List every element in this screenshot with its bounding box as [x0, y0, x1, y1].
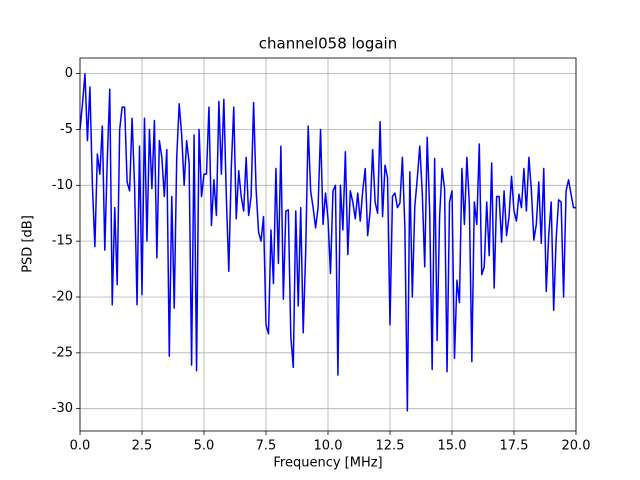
y-tick-label: 0	[65, 66, 73, 81]
plot-area: 0.0 2.5 5.0 7.5 10.0 12.5 15.0 17.5 20.0 -30 -25 -2…	[52, 57, 591, 454]
data-line	[79, 72, 576, 412]
x-tick-label: 5.0	[194, 439, 215, 454]
x-tick-label: 12.5	[376, 439, 405, 454]
y-tick-label: -20	[52, 289, 73, 304]
y-tick-label: -10	[52, 178, 73, 193]
x-tick-label: 10.0	[314, 439, 343, 454]
y-tick-label: -30	[52, 401, 73, 416]
x-tick-label: 2.5	[132, 439, 153, 454]
chart-title: channel058 logain	[259, 35, 398, 53]
y-tick-label: -25	[52, 345, 73, 360]
y-tick-label: -15	[52, 234, 73, 249]
y-tick-label: -5	[60, 122, 73, 137]
x-tick-label: 15.0	[438, 439, 467, 454]
x-tick-label: 0.0	[70, 439, 91, 454]
axes-frame	[79, 57, 577, 432]
x-axis-label: Frequency [MHz]	[273, 456, 382, 471]
x-tick-label: 20.0	[562, 439, 591, 454]
y-axis-label: PSD [dB]	[21, 215, 36, 273]
x-tick-label: 17.5	[500, 439, 529, 454]
x-tick-label: 7.5	[256, 439, 277, 454]
